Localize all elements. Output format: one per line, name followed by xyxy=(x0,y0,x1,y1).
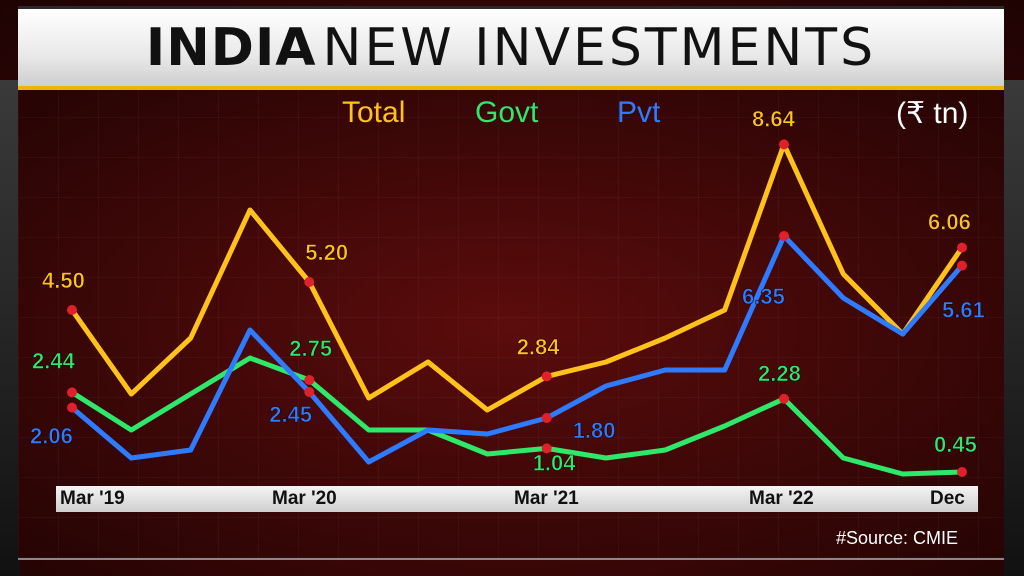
left-edge-decoration xyxy=(0,80,20,576)
data-point-pvt xyxy=(957,260,967,271)
data-point-govt xyxy=(779,393,789,404)
data-point-total xyxy=(304,277,315,287)
data-point-govt xyxy=(67,387,77,398)
legend-total: Total xyxy=(342,96,406,129)
data-point-total xyxy=(541,371,552,382)
data-point-pvt xyxy=(779,231,789,241)
chart-panel xyxy=(18,90,1004,560)
data-label-pvt: 5.61 xyxy=(942,298,985,323)
x-axis-bar xyxy=(56,486,978,512)
data-point-govt xyxy=(957,467,967,477)
x-tick-label: Mar '21 xyxy=(514,488,579,509)
data-label-govt: 1.04 xyxy=(533,450,577,475)
title-underline xyxy=(18,86,1004,90)
panel-texture xyxy=(18,90,1004,558)
data-point-govt xyxy=(304,375,315,385)
data-point-pvt xyxy=(541,413,552,423)
data-point-govt xyxy=(541,443,552,454)
data-label-total: 8.64 xyxy=(752,106,796,131)
data-label-total: 5.20 xyxy=(305,240,348,265)
series-line-pvt xyxy=(69,233,965,465)
data-label-pvt: 6.35 xyxy=(742,284,785,309)
unit-label: (₹ tn) xyxy=(896,97,969,130)
data-label-pvt: 2.45 xyxy=(269,402,312,427)
data-label-total: 4.50 xyxy=(42,268,85,293)
x-tick-label: Mar '22 xyxy=(749,488,814,509)
x-tick-label: Mar '19 xyxy=(60,488,125,509)
data-point-total xyxy=(67,305,77,315)
x-tick-label: Dec xyxy=(930,488,965,509)
right-edge-decoration xyxy=(1004,80,1024,576)
source-note: #Source: CMIE xyxy=(836,528,959,548)
legend-pvt: Pvt xyxy=(617,96,661,129)
data-label-total: 2.84 xyxy=(517,334,561,359)
data-label-pvt: 1.80 xyxy=(573,418,616,443)
data-label-govt: 2.28 xyxy=(758,361,801,386)
x-tick-label: Mar '20 xyxy=(272,488,337,509)
legend-govt: Govt xyxy=(475,96,539,129)
title-light: NEW INVESTMENTS xyxy=(322,17,877,78)
title-bold: INDIA xyxy=(145,17,317,78)
title-bar: INDIA NEW INVESTMENTS xyxy=(18,6,1004,86)
series-line-govt xyxy=(69,355,965,477)
data-point-total xyxy=(779,139,789,150)
data-label-govt: 2.75 xyxy=(289,336,332,361)
data-label-govt: 0.45 xyxy=(934,432,977,457)
data-label-govt: 2.44 xyxy=(32,348,76,373)
data-point-total xyxy=(957,242,967,253)
data-point-pvt xyxy=(67,402,77,413)
data-label-pvt: 2.06 xyxy=(30,424,73,449)
data-point-pvt xyxy=(304,387,315,397)
data-label-total: 6.06 xyxy=(928,210,971,235)
series-line-total xyxy=(69,141,965,413)
